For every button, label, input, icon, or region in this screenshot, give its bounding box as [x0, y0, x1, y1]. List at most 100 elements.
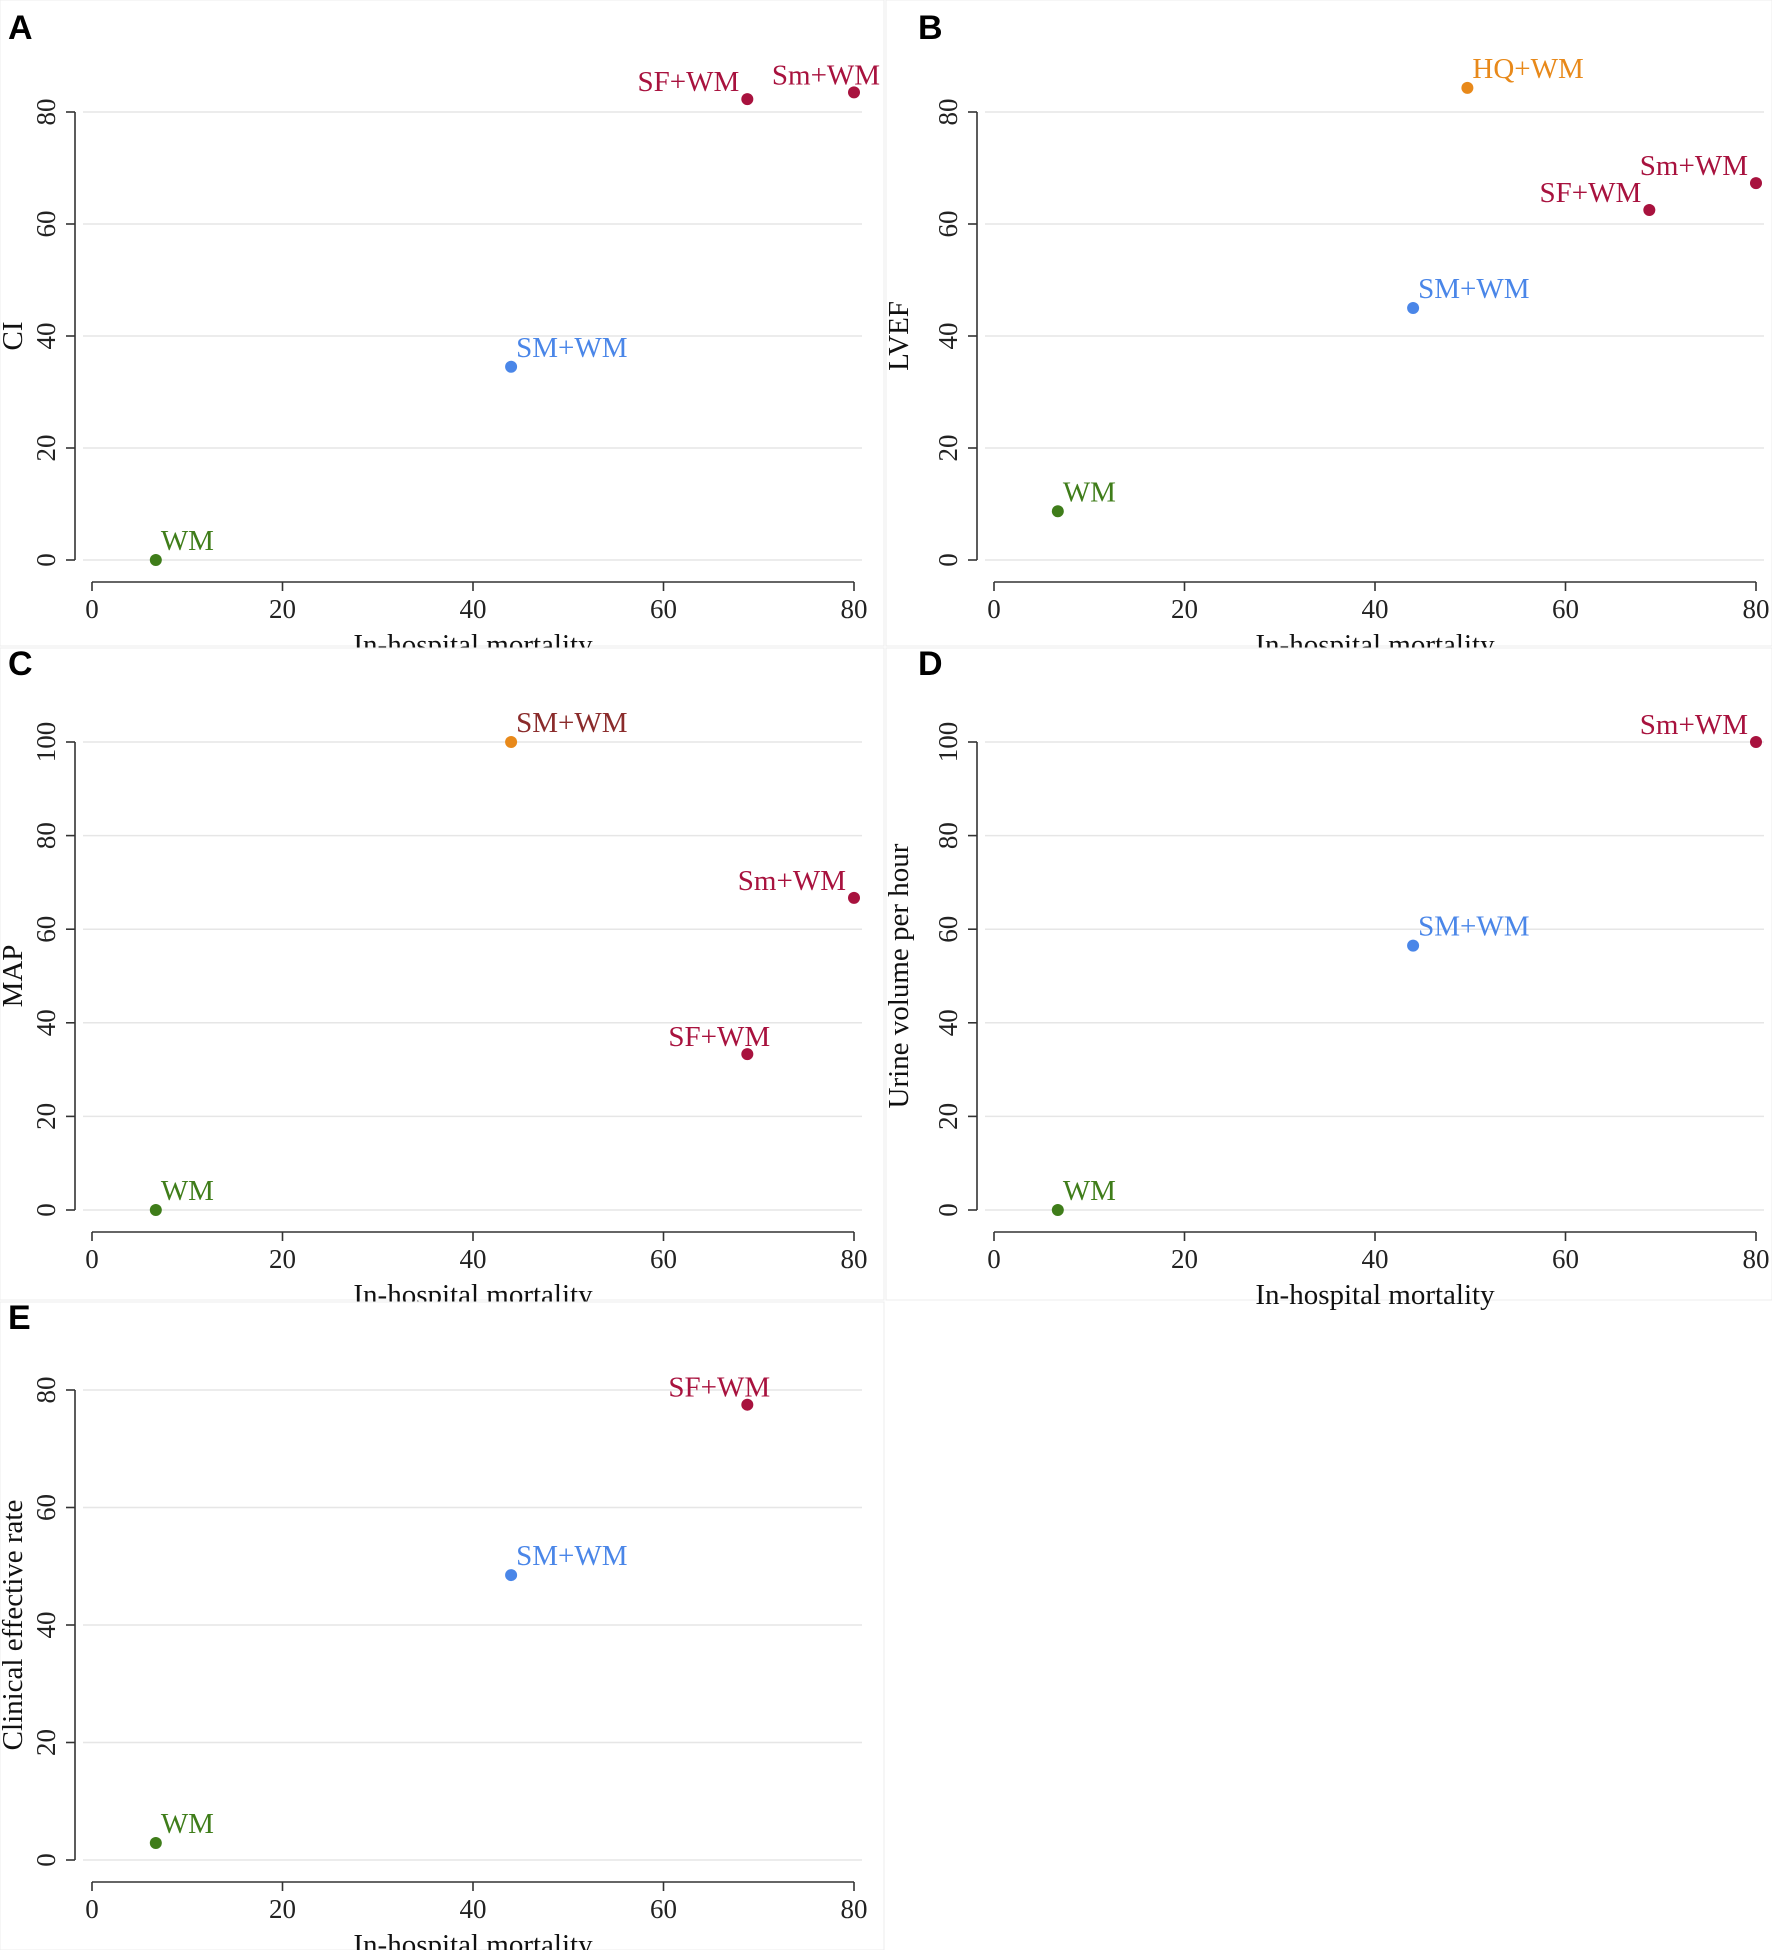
- data-point-label: Sm+WM: [772, 59, 880, 91]
- x-tick-label: 20: [269, 1894, 296, 1924]
- x-tick-label: 20: [269, 1244, 296, 1274]
- x-tick-label: 40: [1362, 1244, 1389, 1274]
- y-tick-label: 40: [933, 1009, 963, 1036]
- y-tick-label: 20: [933, 435, 963, 462]
- data-point-label: SF+WM: [1540, 177, 1642, 209]
- y-tick-label: 80: [933, 99, 963, 126]
- data-point: [1750, 736, 1762, 748]
- x-tick-label: 40: [460, 1244, 487, 1274]
- y-tick-label: 20: [31, 1729, 61, 1756]
- x-tick-label: 60: [1552, 1244, 1579, 1274]
- y-tick-label: 40: [31, 1009, 61, 1036]
- y-tick-label: 0: [31, 1853, 61, 1867]
- plot-area: [83, 78, 862, 562]
- x-tick-label: 0: [987, 594, 1001, 624]
- data-point-label: SM+WM: [516, 332, 627, 364]
- y-axis-title: Clinical effective rate: [0, 1500, 29, 1751]
- data-point-label: WM: [161, 1175, 214, 1207]
- data-point-label: WM: [161, 1808, 214, 1840]
- y-tick-label: 60: [31, 1494, 61, 1521]
- y-tick-label: 80: [31, 822, 61, 849]
- data-point-label: Sm+WM: [738, 865, 846, 897]
- x-tick-label: 80: [1743, 594, 1770, 624]
- panel-letter: D: [918, 645, 943, 683]
- y-tick-label: 80: [31, 1377, 61, 1404]
- data-point-label: SF+WM: [638, 66, 740, 98]
- y-tick-label: 40: [31, 1612, 61, 1639]
- data-point: [1051, 505, 1064, 518]
- panel-letter: E: [8, 1299, 31, 1337]
- data-point: [741, 1048, 754, 1061]
- x-tick-label: 60: [650, 1894, 677, 1924]
- data-point: [741, 93, 754, 106]
- data-point-label: Sm+WM: [1640, 709, 1748, 741]
- y-axis-title: CI: [0, 322, 29, 351]
- x-axis-title: In-hospital mortality: [1255, 1279, 1495, 1311]
- data-point-label: WM: [161, 525, 214, 557]
- x-tick-label: 20: [1171, 594, 1198, 624]
- x-tick-label: 0: [85, 1894, 99, 1924]
- x-tick-label: 40: [460, 594, 487, 624]
- data-point-label: WM: [1063, 1175, 1116, 1207]
- y-tick-label: 100: [31, 722, 61, 763]
- data-point: [505, 736, 518, 748]
- data-point: [1643, 204, 1656, 216]
- scatter-panel-d: D 0 20 40 60 80 0 20 40 60 80 100 In-hospital mortal…: [883, 645, 1772, 1311]
- data-point-label: WM: [1063, 476, 1116, 508]
- y-tick-label: 60: [933, 211, 963, 238]
- x-tick-label: 80: [841, 594, 868, 624]
- data-point-label: Sm+WM: [1640, 150, 1748, 182]
- y-tick-label: 20: [31, 435, 61, 462]
- x-axis-title: In-hospital mortality: [353, 1929, 593, 1950]
- y-tick-label: 0: [31, 553, 61, 567]
- x-tick-label: 80: [1743, 1244, 1770, 1274]
- y-tick-label: 20: [31, 1103, 61, 1130]
- data-point: [505, 360, 518, 373]
- data-point: [1051, 1204, 1064, 1216]
- x-tick-label: 20: [1171, 1244, 1198, 1274]
- x-tick-label: 80: [841, 1244, 868, 1274]
- x-tick-label: 0: [85, 594, 99, 624]
- panel-letter: A: [8, 9, 33, 47]
- data-point: [1407, 939, 1420, 952]
- y-tick-label: 40: [31, 323, 61, 350]
- plot-area: [985, 708, 1764, 1212]
- data-point-label: SF+WM: [668, 1372, 770, 1404]
- y-tick-label: 0: [31, 1203, 61, 1217]
- plot-area: [985, 78, 1764, 562]
- x-tick-label: 40: [460, 1894, 487, 1924]
- data-point-label: SM+WM: [1418, 273, 1529, 305]
- data-point: [505, 1569, 518, 1582]
- y-tick-label: 60: [31, 211, 61, 238]
- data-point: [1407, 302, 1420, 314]
- y-tick-label: 0: [933, 1203, 963, 1217]
- x-tick-label: 60: [1552, 594, 1579, 624]
- y-tick-label: 40: [933, 323, 963, 350]
- data-point-label: SF+WM: [668, 1021, 770, 1053]
- panel-letter: C: [8, 645, 33, 683]
- y-tick-label: 80: [933, 822, 963, 849]
- x-tick-label: 20: [269, 594, 296, 624]
- y-axis-title: MAP: [0, 945, 29, 1008]
- x-tick-label: 0: [85, 1244, 99, 1274]
- plot-area: [83, 708, 862, 1212]
- y-tick-label: 60: [31, 916, 61, 943]
- y-tick-label: 0: [933, 553, 963, 567]
- data-point: [149, 1204, 162, 1216]
- data-point: [848, 891, 860, 904]
- x-tick-label: 0: [987, 1244, 1001, 1274]
- panel-letter: B: [918, 9, 943, 47]
- data-point-label: SM+WM: [1418, 911, 1529, 943]
- y-tick-label: 60: [933, 916, 963, 943]
- data-point: [1750, 177, 1762, 190]
- data-point: [1461, 81, 1474, 94]
- y-tick-label: 20: [933, 1103, 963, 1130]
- data-point-label: SM+WM: [516, 707, 627, 739]
- y-tick-label: 100: [933, 722, 963, 763]
- data-point-label: HQ+WM: [1472, 53, 1583, 85]
- scatter-panel-e: E 0 20 40 60 80 0 20 40 60 80 In-hospital mortality…: [0, 1299, 885, 1950]
- y-axis-title: LVEF: [883, 301, 915, 371]
